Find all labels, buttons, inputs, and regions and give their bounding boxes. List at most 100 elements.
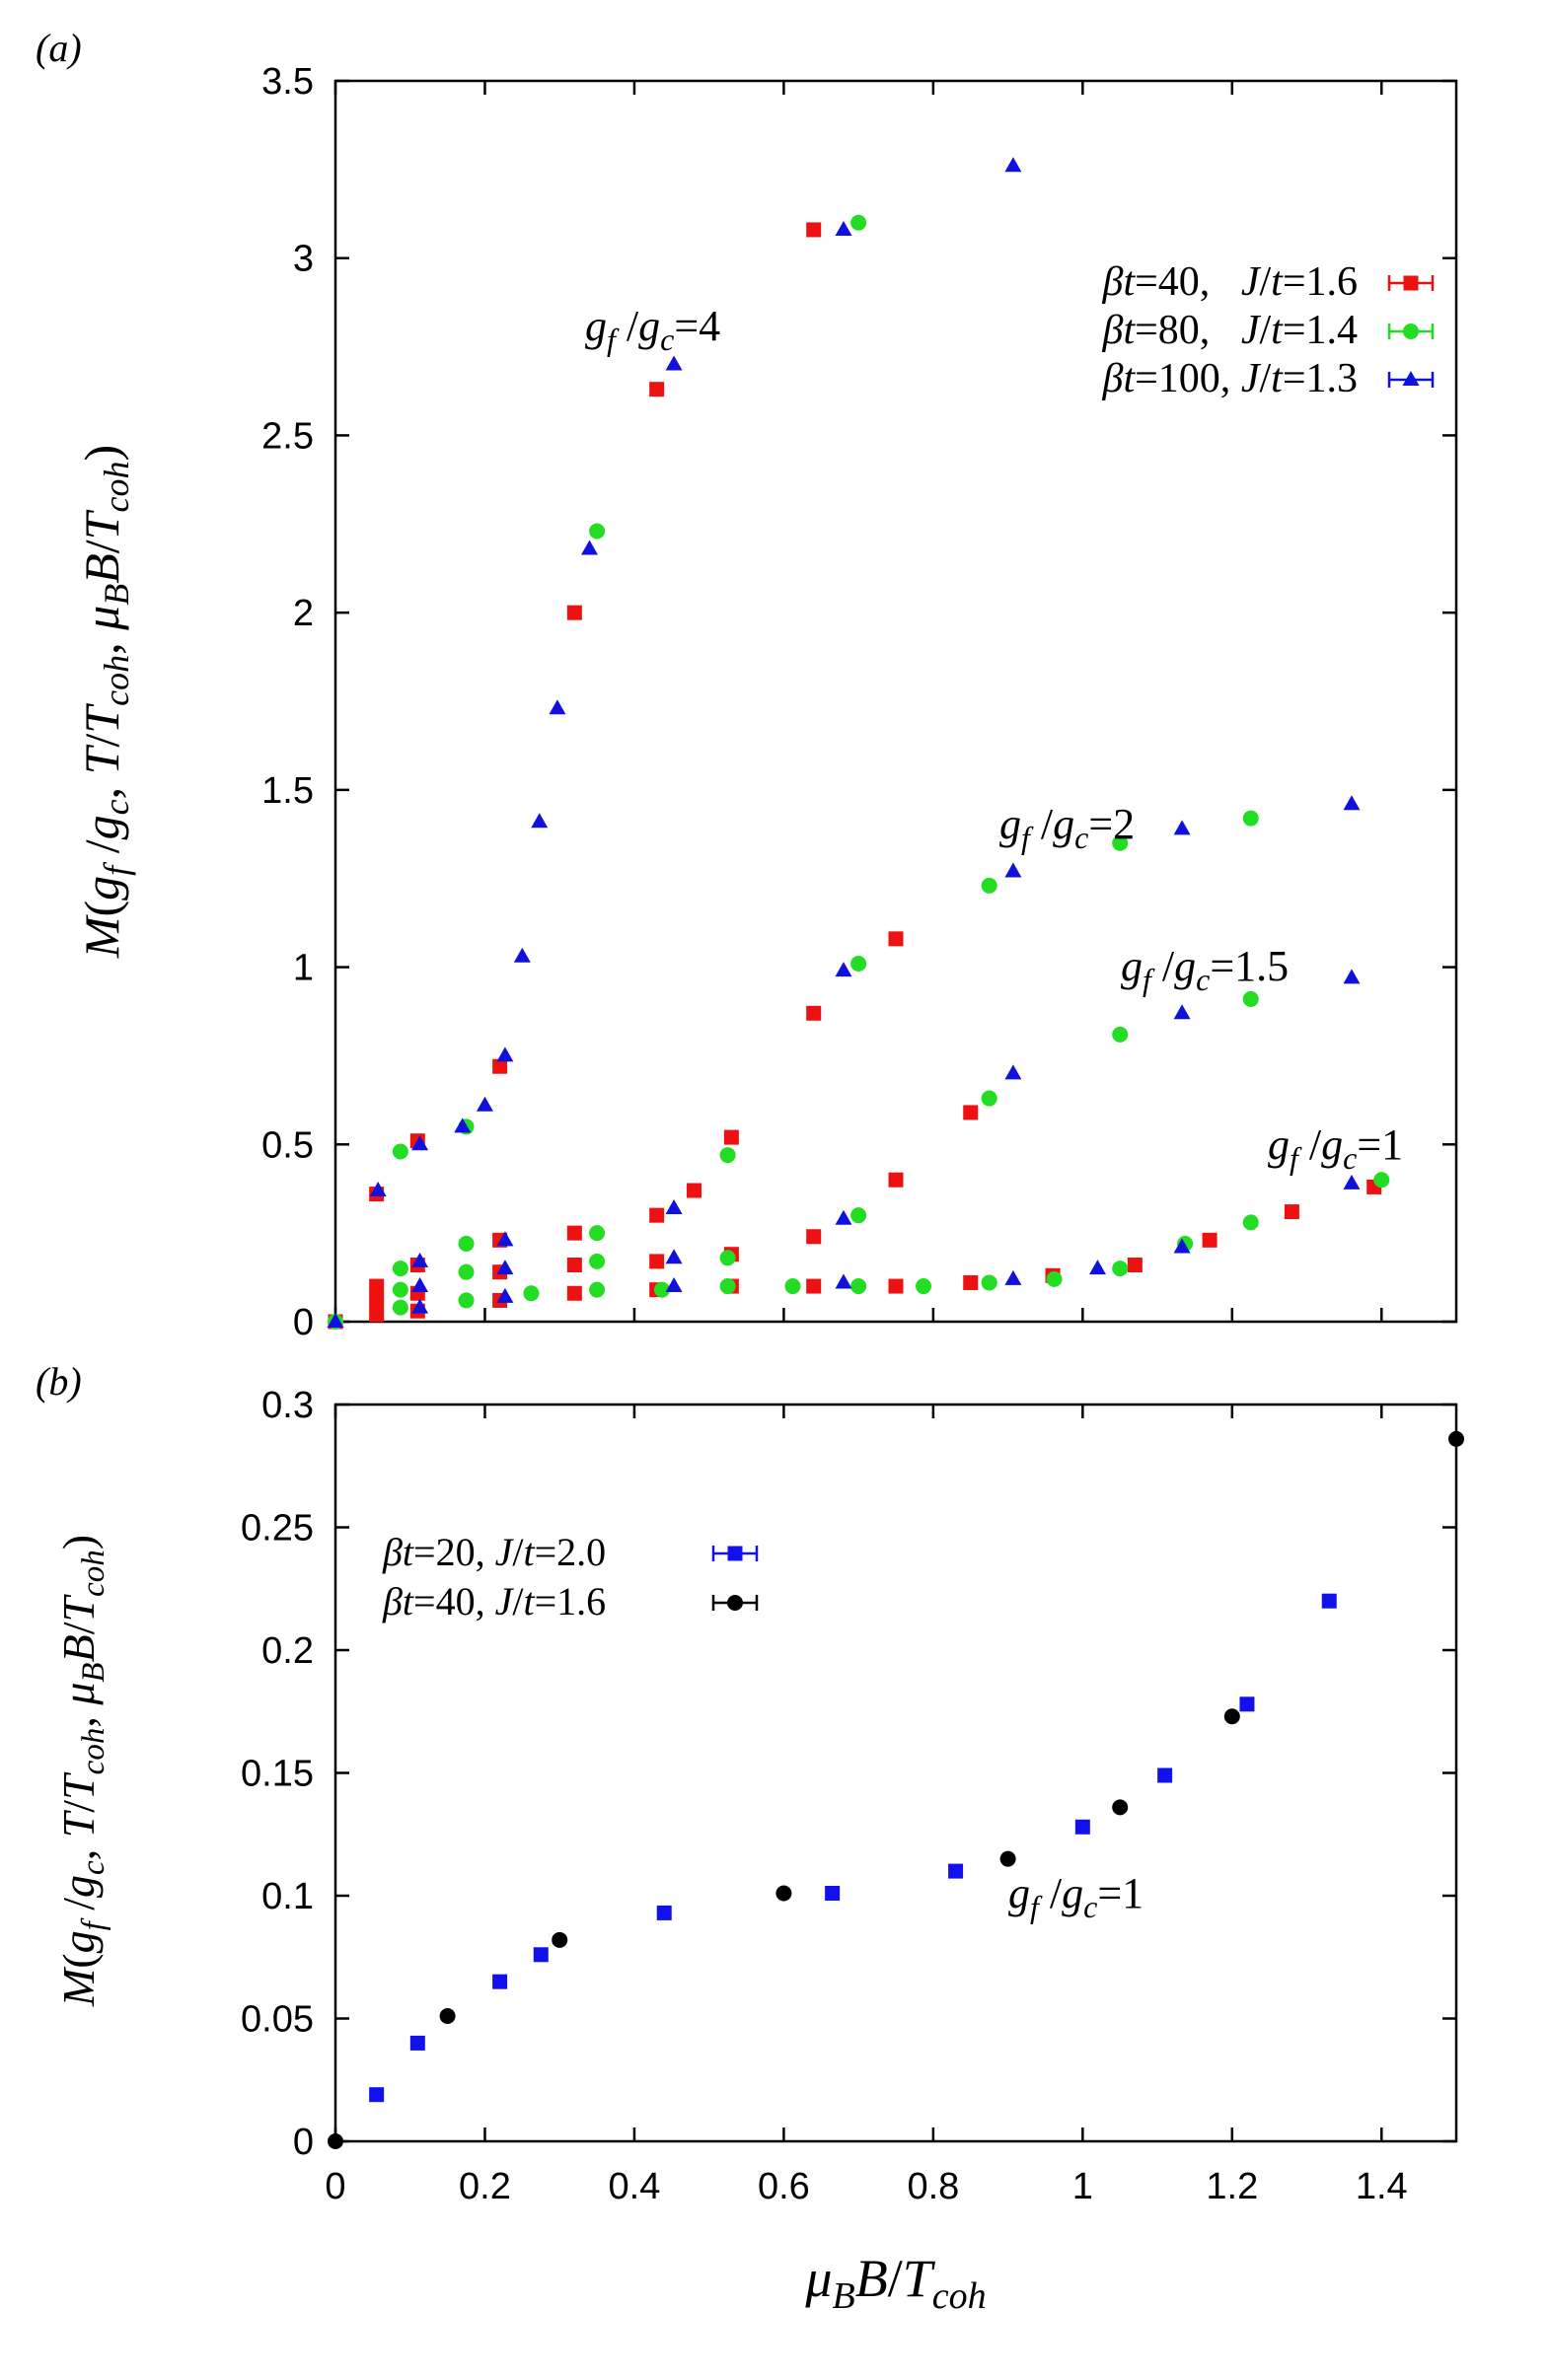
data-point [1173,820,1191,835]
series-1 [328,1430,1464,2149]
ytick-label: 0 [293,1302,314,1343]
data-point [580,540,598,555]
data-point [369,1182,387,1197]
data-point [850,214,867,231]
data-point [1343,969,1361,984]
data-point [589,523,606,540]
data-point [566,605,582,620]
data-point [1046,1270,1063,1287]
legend-entry-a-0: βt=40, J/t=1.6 [1102,259,1358,305]
xtick-label: 0.2 [459,2166,511,2207]
data-point [981,1274,997,1291]
data-point [392,1261,408,1277]
data-point [835,1273,852,1289]
data-point [1242,1214,1259,1231]
data-point [566,1285,582,1301]
panel-a-data-marks [327,157,1390,1330]
data-point [981,1090,997,1107]
annotation-gf-gc-2: gf /gc=2 [999,800,1135,855]
data-point [723,1129,739,1145]
series-1 [328,214,1390,1330]
legend-key-marker [727,1595,743,1611]
data-point [496,1046,514,1062]
data-point [589,1253,606,1269]
data-point [328,2133,343,2149]
data-point [825,1886,841,1902]
legend-entry-b-0: βt=20, J/t=2.0 [382,1530,606,1574]
data-point [589,1281,606,1298]
data-point [1239,1696,1255,1712]
panel-b-ylabel: M(gf /gc, T/Tcoh, μBB/Tcoh) [53,1535,111,2007]
ytick-label: 0.2 [261,1630,314,1672]
data-point [549,699,566,715]
legend-key-1 [711,1595,759,1611]
data-point [531,813,549,829]
data-point [1284,1204,1299,1220]
data-point [1343,795,1361,811]
data-point [1242,990,1259,1007]
data-point [806,1229,822,1245]
data-point [719,1278,736,1295]
xtick-label: 1.4 [1356,2166,1408,2207]
data-point [649,1207,665,1223]
data-point [687,1183,702,1198]
data-point [392,1299,408,1316]
data-point [963,1105,979,1120]
panel-a-plot-frame [333,79,1458,1324]
data-point [411,1252,429,1267]
legend-key-2 [1387,371,1435,388]
panel-b-tag: (b) [36,1359,82,1404]
data-point [649,382,665,397]
panel-b-data-marks [328,1430,1464,2149]
data-point [369,1307,385,1323]
data-point [850,1207,867,1224]
legend-key-0 [1387,275,1435,291]
data-point [369,2087,385,2103]
data-point [1112,1026,1129,1043]
data-point [1173,1004,1191,1020]
legend-key-marker [1403,275,1419,291]
data-point [1343,1174,1361,1190]
panel-b-xlabel: μBB/Tcoh [804,2249,986,2317]
data-point [806,222,822,238]
xtick-label: 0.6 [758,2166,810,2207]
data-point [649,1254,665,1269]
annotation-b-gf-gc-1: gf /gc=1 [1008,1869,1144,1924]
data-point [1242,810,1259,827]
data-point [392,1281,408,1298]
xtick-label: 1.2 [1206,2166,1258,2207]
data-point [439,2008,456,2025]
data-point [835,1209,852,1225]
data-point [719,1147,736,1164]
panel-b-legend-keys [711,1546,759,1611]
data-point [1373,1172,1390,1189]
data-point [552,1931,568,1948]
data-point [1004,862,1022,878]
data-point [1112,1261,1129,1277]
panel-b-xtick-labels: 0 0.2 0.4 0.6 0.8 1 1.2 1.4 [325,2166,1407,2207]
data-point [656,1905,672,1920]
panel-a-ylabel: M(gf /gc, T/Tcoh, μBB/Tcoh) [74,445,136,959]
data-point [806,1005,822,1021]
data-point [1173,1238,1191,1254]
legend-key-1 [1387,324,1435,339]
data-point [411,1135,429,1151]
ytick-label: 0.1 [261,1876,314,1917]
data-point [492,1974,508,1989]
annotation-gf-gc-1: gf /gc=1 [1268,1120,1403,1176]
data-point [496,1287,514,1303]
data-point [1004,1269,1022,1285]
panel-b: (b) 0 0.05 0.1 0.15 0.2 0.25 0.3 0 0.2 0.4 0.6 0.8… [36,1359,1464,2317]
series-0 [369,1593,1337,2103]
data-point [454,1118,472,1133]
data-point [775,1885,792,1902]
legend-key-marker [727,1546,743,1561]
data-point [476,1096,493,1112]
data-point [327,1313,344,1328]
data-point [411,1277,429,1293]
data-point [665,1249,683,1264]
data-point [496,1260,514,1275]
legend-entry-b-1: βt=40, J/t=1.6 [382,1579,606,1623]
data-point [392,1143,408,1160]
